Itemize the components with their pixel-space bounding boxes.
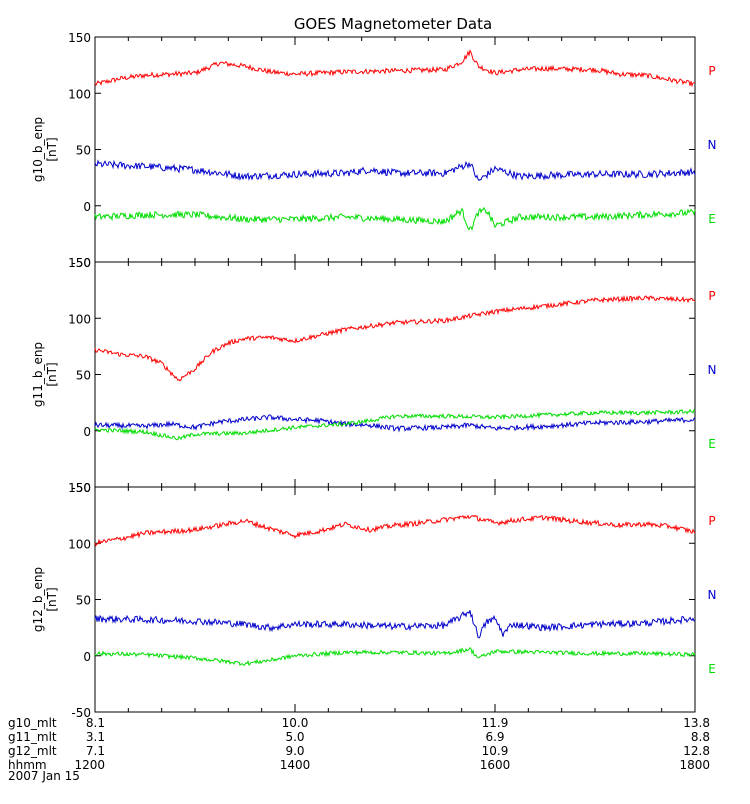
series-line-p xyxy=(94,294,696,382)
series-line-n xyxy=(94,610,696,639)
panel-frame xyxy=(94,261,696,488)
x-row-value: 1600 xyxy=(480,758,511,772)
x-row-value: 13.8 xyxy=(683,716,710,730)
x-row-value: 7.1 xyxy=(86,744,105,758)
y-axis-unit: [nT] xyxy=(45,587,59,611)
y-tick-label: 150 xyxy=(68,31,91,45)
x-row-value: 1400 xyxy=(280,758,311,772)
x-row-label: g12_mlt xyxy=(8,744,57,758)
x-row-value: 8.1 xyxy=(86,716,105,730)
series-line-e xyxy=(94,646,696,667)
series-label-e: E xyxy=(708,437,716,451)
x-row-label: g11_mlt xyxy=(8,730,57,744)
x-row-value: 1800 xyxy=(679,758,710,772)
x-row-label: hhmm xyxy=(8,758,47,772)
x-row-value: 11.9 xyxy=(482,716,509,730)
y-tick-label: -50 xyxy=(71,706,91,720)
x-row-value: 9.0 xyxy=(285,744,304,758)
series-line-p xyxy=(94,49,696,88)
y-tick-label: 100 xyxy=(68,87,91,101)
series-label-p: P xyxy=(708,64,715,78)
y-tick-label: 50 xyxy=(76,369,91,383)
y-tick-label: 0 xyxy=(83,650,91,664)
y-tick-label: 0 xyxy=(83,200,91,214)
x-row-value: 6.9 xyxy=(485,730,504,744)
series-label-e: E xyxy=(708,662,716,676)
panel-frame xyxy=(94,486,696,713)
x-row-value: 1200 xyxy=(74,758,105,772)
x-row-value: 10.0 xyxy=(282,716,309,730)
series-line-n xyxy=(94,159,696,181)
y-axis-unit: [nT] xyxy=(45,362,59,386)
chart-title: GOES Magnetometer Data xyxy=(294,15,492,33)
x-row-value: 8.8 xyxy=(691,730,710,744)
y-axis-label: g10_b_enp xyxy=(31,117,45,182)
series-line-n xyxy=(94,414,696,433)
y-tick-label: 50 xyxy=(76,594,91,608)
y-tick-label: 0 xyxy=(83,425,91,439)
series-label-n: N xyxy=(708,138,717,152)
x-row-value: 12.8 xyxy=(683,744,710,758)
y-tick-label: 50 xyxy=(76,144,91,158)
x-row-value: 3.1 xyxy=(86,730,105,744)
y-tick-label: 150 xyxy=(68,481,91,495)
y-tick-label: 100 xyxy=(68,537,91,551)
y-axis-unit: [nT] xyxy=(45,137,59,161)
y-tick-label: 100 xyxy=(68,312,91,326)
y-tick-label: -50 xyxy=(71,256,91,270)
y-tick-label: -50 xyxy=(71,481,91,495)
series-line-e xyxy=(94,408,696,441)
x-row-value: 5.0 xyxy=(285,730,304,744)
series-label-p: P xyxy=(708,514,715,528)
date-label: 2007 Jan 15 xyxy=(8,769,80,783)
y-axis-label: g12_b_enp xyxy=(31,567,45,632)
series-label-n: N xyxy=(708,588,717,602)
series-label-e: E xyxy=(708,212,716,226)
y-axis-label: g11_b_enp xyxy=(31,342,45,407)
series-line-e xyxy=(94,206,696,231)
y-tick-label: 150 xyxy=(68,256,91,270)
series-label-p: P xyxy=(708,289,715,303)
series-line-p xyxy=(94,514,696,547)
series-label-n: N xyxy=(708,363,717,377)
x-row-label: g10_mlt xyxy=(8,716,57,730)
x-row-value: 10.9 xyxy=(482,744,509,758)
